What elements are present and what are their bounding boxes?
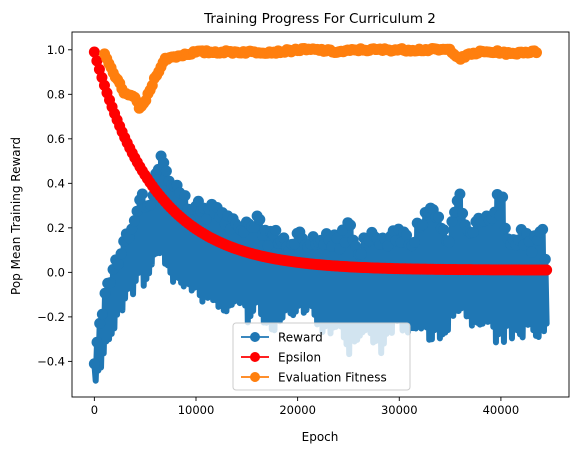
reward-point [526, 246, 538, 258]
reward-point [104, 277, 116, 289]
reward-point [136, 188, 148, 200]
reward-point [254, 214, 266, 226]
reward-point [112, 258, 124, 270]
reward-point [446, 215, 458, 227]
x-axis: 0 10000 20000 30000 40000 [91, 397, 520, 417]
reward-point [123, 232, 135, 244]
reward-point [494, 209, 506, 221]
chart-title: Training Progress For Curriculum 2 [203, 11, 436, 27]
y-axis: −0.4 −0.2 0.0 0.2 0.4 0.6 0.8 1.0 [37, 43, 72, 368]
reward-point [94, 317, 106, 329]
reward-point [417, 219, 429, 231]
reward-point [278, 232, 290, 244]
y-tick-label: 0.0 [47, 265, 65, 279]
reward-point [438, 224, 450, 236]
evaluation-fitness-point [530, 47, 542, 59]
y-tick-label: 1.0 [47, 43, 65, 57]
reward-point [270, 224, 282, 236]
x-tick-label: 20000 [279, 403, 316, 417]
x-tick-label: 40000 [483, 403, 520, 417]
x-axis-label: Epoch [302, 430, 339, 444]
reward-point [409, 236, 421, 248]
legend-marker [250, 372, 260, 382]
y-tick-label: −0.2 [37, 310, 65, 324]
reward-point [345, 219, 357, 231]
legend-marker [250, 352, 260, 362]
reward-point [457, 207, 469, 219]
y-tick-label: 0.2 [47, 221, 65, 235]
reward-point [443, 236, 455, 248]
plot-series-group [88, 43, 553, 384]
epsilon-point [91, 55, 103, 67]
reward-point [467, 227, 479, 239]
reward-point [179, 190, 191, 202]
y-axis-label: Pop Mean Training Reward [9, 137, 23, 295]
legend-label: Evaluation Fitness [278, 371, 387, 385]
legend-label: Epsilon [278, 351, 321, 365]
y-tick-label: 0.4 [47, 176, 65, 190]
reward-point [433, 211, 445, 223]
reward-point [88, 358, 100, 370]
reward-point [449, 206, 461, 218]
y-tick-label: −0.4 [37, 354, 65, 368]
reward-point [200, 213, 212, 225]
legend-box [232, 322, 411, 391]
reward-point [91, 336, 103, 348]
reward-point [115, 248, 127, 260]
reward-point [401, 229, 413, 241]
reward-point [499, 222, 511, 234]
reward-point [238, 226, 250, 238]
reward-point [497, 191, 509, 203]
x-tick-label: 30000 [381, 403, 418, 417]
reward-point [128, 215, 140, 227]
x-tick-label: 0 [91, 403, 98, 417]
reward-point [288, 238, 300, 250]
y-tick-label: 0.6 [47, 132, 65, 146]
legend-label: Reward [278, 331, 323, 345]
reward-point [160, 165, 172, 177]
reward-point [262, 240, 274, 252]
legend: Reward Epsilon Evaluation Fitness [232, 322, 411, 391]
reward-point [537, 223, 549, 235]
reward-point [96, 308, 108, 320]
reward-point [355, 248, 367, 260]
y-tick-label: 0.8 [47, 87, 65, 101]
reward-point [99, 287, 111, 299]
epsilon-point [88, 46, 100, 58]
reward-point [382, 240, 394, 252]
reward-point [539, 253, 551, 265]
plot-frame [71, 31, 570, 398]
x-tick-label: 10000 [178, 403, 215, 417]
reward-point [454, 188, 466, 200]
reward-line [91, 153, 550, 384]
plot-area [71, 31, 570, 398]
reward-point [248, 221, 260, 233]
reward-point [126, 223, 138, 235]
legend-marker [250, 332, 260, 342]
reward-point [158, 157, 170, 169]
epsilon-point [541, 264, 553, 276]
reward-point [144, 199, 156, 211]
